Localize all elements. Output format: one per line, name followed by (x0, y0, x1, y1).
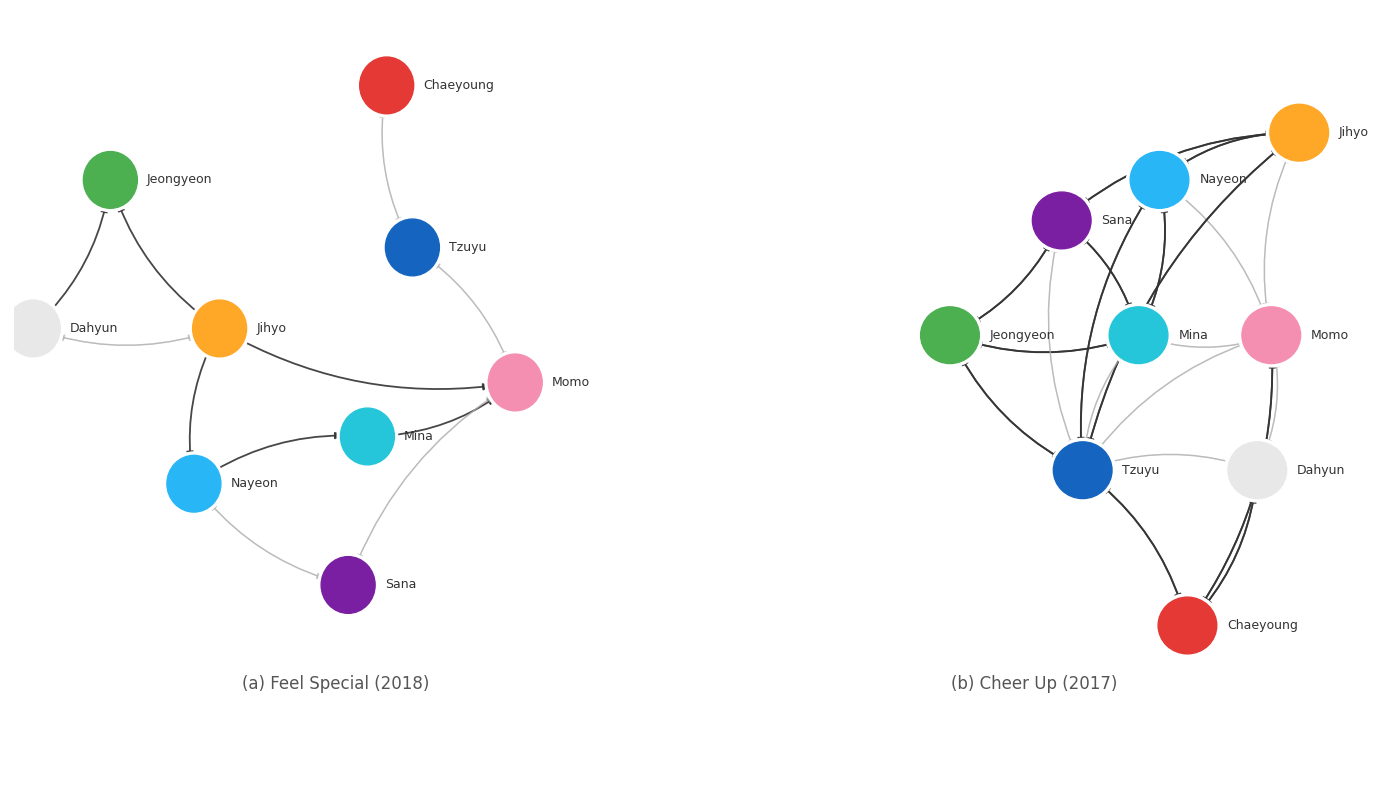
Circle shape (488, 354, 542, 411)
Text: Momo: Momo (552, 376, 590, 389)
Circle shape (485, 351, 545, 414)
Circle shape (1109, 307, 1168, 363)
Circle shape (166, 455, 221, 512)
Text: Jeongyeon: Jeongyeon (147, 173, 212, 186)
Circle shape (84, 152, 137, 208)
Circle shape (1238, 304, 1305, 367)
Text: Dahyun: Dahyun (1298, 464, 1345, 476)
Circle shape (1270, 104, 1329, 161)
Circle shape (1242, 307, 1301, 363)
Circle shape (80, 148, 141, 212)
Circle shape (341, 408, 394, 465)
Circle shape (1228, 442, 1287, 498)
Circle shape (356, 53, 416, 117)
Text: Sana: Sana (384, 579, 416, 591)
Text: Mina: Mina (404, 430, 434, 443)
Text: Jihyo: Jihyo (1338, 126, 1369, 139)
Circle shape (1106, 304, 1171, 367)
Text: Nayeon: Nayeon (231, 477, 278, 490)
Text: (b) Cheer Up (2017): (b) Cheer Up (2017) (950, 675, 1118, 693)
Circle shape (1154, 593, 1220, 657)
Text: Dahyun: Dahyun (70, 322, 119, 335)
Circle shape (319, 553, 379, 617)
Circle shape (1130, 152, 1189, 208)
Circle shape (1051, 439, 1115, 502)
Circle shape (1158, 597, 1217, 654)
Circle shape (386, 219, 440, 276)
Circle shape (337, 405, 398, 468)
Circle shape (916, 304, 983, 367)
Text: Nayeon: Nayeon (1199, 173, 1248, 186)
Text: (a) Feel Special (2018): (a) Feel Special (2018) (242, 675, 429, 693)
Circle shape (359, 57, 414, 114)
Circle shape (3, 297, 63, 360)
Circle shape (1266, 101, 1333, 164)
Text: Chaeyoung: Chaeyoung (423, 79, 495, 92)
Text: Jeongyeon: Jeongyeon (989, 329, 1055, 341)
Text: Tzuyu: Tzuyu (1122, 464, 1160, 476)
Text: Momo: Momo (1310, 329, 1350, 341)
Text: Jihyo: Jihyo (256, 322, 286, 335)
Circle shape (383, 216, 443, 279)
Circle shape (321, 557, 376, 613)
Circle shape (193, 300, 247, 357)
Circle shape (1126, 148, 1193, 212)
Text: Sana: Sana (1101, 214, 1133, 227)
Text: Mina: Mina (1179, 329, 1208, 341)
Circle shape (1028, 188, 1095, 252)
Circle shape (1032, 192, 1091, 249)
Circle shape (6, 300, 60, 357)
Circle shape (190, 297, 250, 360)
Text: Chaeyoung: Chaeyoung (1227, 619, 1298, 632)
Circle shape (1224, 439, 1291, 502)
Text: Tzuyu: Tzuyu (448, 241, 486, 254)
Circle shape (163, 452, 224, 516)
Circle shape (921, 307, 979, 363)
Circle shape (1053, 442, 1112, 498)
